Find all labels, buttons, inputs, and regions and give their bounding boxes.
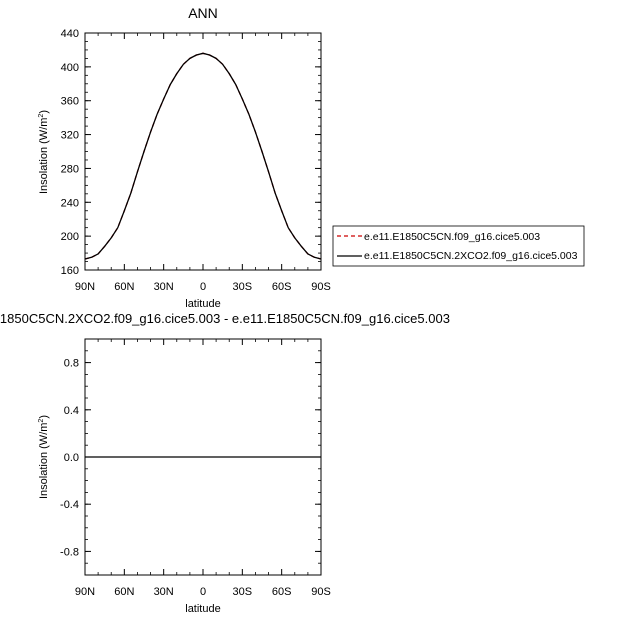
bottom-y-tick-label: 0.8 [64,358,79,370]
bottom-panel: e.e11.E1850C5CN.2XCO2.f09_g16.cice5.003 … [0,311,450,615]
top-y-tick-label: 320 [61,130,79,142]
top-y-tick-label: 280 [61,163,79,175]
top-x-tick-label: 30N [154,281,174,293]
bottom-x-tick-label: 0 [200,586,206,598]
top-tick-group [84,32,322,271]
bottom-x-tick-label: 60N [114,586,134,598]
legend-label-control: e.e11.E1850C5CN.f09_g16.cice5.003 [364,231,540,243]
legend: e.e11.E1850C5CN.f09_g16.cice5.003 e.e11.… [332,225,585,267]
bottom-x-tick-label: 90N [75,586,95,598]
top-y-tick-label: 160 [61,265,79,277]
top-x-axis-label: latitude [185,298,220,310]
top-x-tick-label: 90N [75,281,95,293]
bottom-x-tick-label: 30S [233,586,253,598]
bottom-x-tick-label: 60S [272,586,292,598]
top-y-tick-label: 240 [61,197,79,209]
bottom-x-tick-label: 30N [154,586,174,598]
top-y-tick-label: 400 [61,62,79,74]
top-x-tick-label: 30S [233,281,253,293]
bottom-x-axis-label: latitude [185,603,220,615]
top-series-group [84,52,322,260]
top-y-axis-label: Insolation (W/m2) [38,110,50,194]
top-series-line-0 [84,52,322,260]
top-plot-frame [84,32,322,271]
bottom-chart-title: e.e11.E1850C5CN.2XCO2.f09_g16.cice5.003 … [0,311,450,326]
top-y-tick-label: 200 [61,231,79,243]
top-chart-title: ANN [188,5,218,21]
legend-box [332,225,585,267]
bottom-plot-frame [84,338,322,576]
bottom-y-tick-label: -0.8 [60,546,79,558]
top-y-tick-label: 440 [61,28,79,40]
top-x-tick-label: 90S [311,281,331,293]
top-panel: ANN 90N 60N 30N 0 30S 60S 90S 160 200 240 280 320 36… [38,5,585,310]
bottom-y-tick-label: 0.4 [64,405,79,417]
bottom-y-tick-label: -0.4 [60,499,79,511]
bottom-x-tick-label: 90S [311,586,331,598]
top-x-tick-label: 0 [200,281,206,293]
bottom-y-axis-label: Insolation (W/m2) [38,415,50,499]
top-x-tick-label: 60N [114,281,134,293]
top-tick-labels: 90N 60N 30N 0 30S 60S 90S 160 200 240 280 320 360 400… [61,28,331,293]
bottom-tick-labels: 90N 60N 30N 0 30S 60S 90S -0.8 -0.4 0.0 0.4 0.8 [60,358,331,598]
top-y-tick-label: 360 [61,96,79,108]
top-x-tick-label: 60S [272,281,292,293]
legend-label-2xco2: e.e11.E1850C5CN.2XCO2.f09_g16.cice5.003 [364,250,578,262]
top-series-line-1 [84,52,322,260]
bottom-y-tick-label: 0.0 [64,452,79,464]
